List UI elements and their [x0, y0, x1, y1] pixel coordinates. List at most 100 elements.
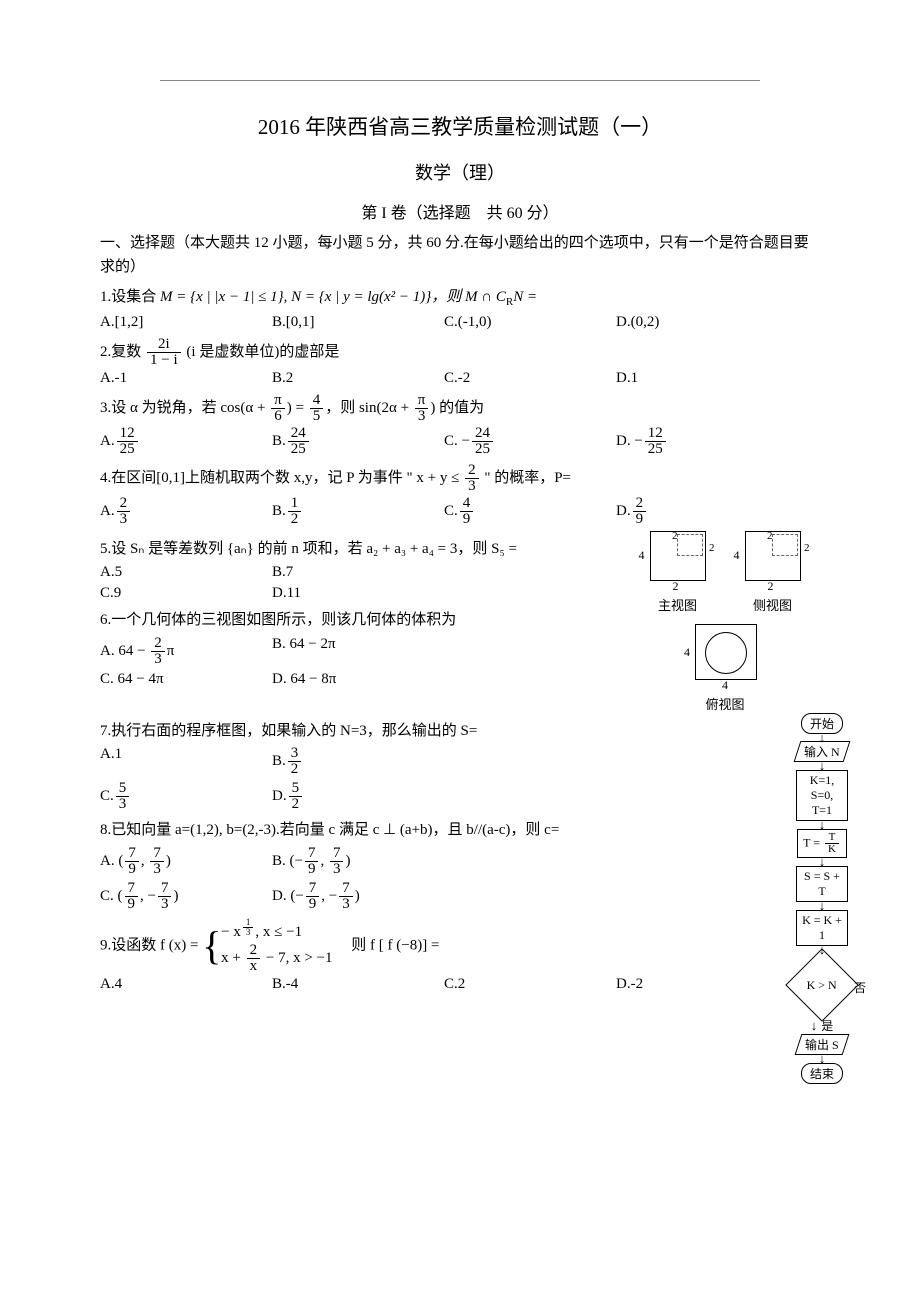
q7-q9-row: 7.执行右面的程序框图，如果输入的 N=3，那么输出的 S= A.1 B.32 …: [100, 713, 820, 1085]
q5-options-1: A.5 B.7: [100, 564, 630, 581]
exam-page: 2016 年陕西省高三教学质量检测试题（一） 数学（理） 第 I 卷（选择题 共…: [0, 0, 920, 1124]
q4-D: D.29: [616, 496, 788, 527]
q9-stem: 9.设函数 f (x) = { − x13, x ≤ −1 x + 2x − 7…: [100, 918, 788, 974]
exam-subtitle: 数学（理）: [100, 159, 820, 185]
q6-C: C. 64 − 4π: [100, 671, 272, 688]
fc-decision-wrap: K > N 否: [796, 959, 848, 1011]
q6-A: A. 64 − 23π: [100, 636, 272, 667]
q3-f2: 45: [310, 393, 324, 424]
q6-options-2: C. 64 − 4π D. 64 − 8π: [100, 671, 630, 688]
fc-no-label: 否: [854, 979, 866, 996]
q3-f1: π6: [271, 393, 285, 424]
q9-D: D.-2: [616, 976, 788, 993]
q9-A: A.4: [100, 976, 272, 993]
q4-post: " 的概率，P=: [481, 470, 571, 486]
q8-options-1: A. (79, 73) B. (−79, 73): [100, 846, 788, 877]
q6-B: B. 64 − 2π: [272, 636, 444, 667]
fc-end: 结束: [801, 1063, 843, 1084]
q3-D: D. −1225: [616, 426, 788, 457]
arrow-down-icon: ↓: [796, 821, 848, 829]
q2-options: A.-1 B.2 C.-2 D.1: [100, 370, 820, 387]
q3-pre: 3.设 α 为锐角，若 cos(α +: [100, 400, 269, 416]
three-views-figure: 4 2 2 2 主视图 4 2 2 2 侧视图: [630, 531, 820, 713]
fc-step3: K = K + 1: [796, 910, 848, 946]
q5-options-2: C.9 D.11: [100, 585, 630, 602]
q5-A: A.5: [100, 564, 272, 581]
q6-options-1: A. 64 − 23π B. 64 − 2π: [100, 636, 630, 667]
q9-post: 则 f [ f (−8)] =: [336, 937, 439, 953]
q2-C: C.-2: [444, 370, 616, 387]
q3-options: A.1225 B.2425 C. −2425 D. −1225: [100, 426, 820, 457]
q9-C: C.2: [444, 976, 616, 993]
fc-decision: K > N: [785, 949, 859, 1023]
q4-C: C.49: [444, 496, 616, 527]
q2-A: A.-1: [100, 370, 272, 387]
fc-step2: S = S + T: [796, 866, 848, 902]
q3-B: B.2425: [272, 426, 444, 457]
q2-post: (i 是虚数单位)的虚部是: [186, 344, 339, 360]
q3-post: ) 的值为: [430, 400, 484, 416]
q8-C: C. (79, −73): [100, 881, 272, 912]
q6-stem: 6.一个几何体的三视图如图所示，则该几何体的体积为: [100, 608, 630, 634]
q2-frac: 2i1 − i: [147, 337, 181, 368]
q7-B: B.32: [272, 746, 444, 777]
q1-A: A.[1,2]: [100, 314, 272, 331]
fc-init: K=1, S=0, T=1: [796, 770, 848, 821]
top-view: 4 4 俯视图: [695, 618, 755, 713]
q6-D: D. 64 − 8π: [272, 671, 444, 688]
section-label: 第 I 卷（选择题 共 60 分）: [100, 199, 820, 223]
q1-D: D.(0,2): [616, 314, 788, 331]
q2-B: B.2: [272, 370, 444, 387]
q9-B: B.-4: [272, 976, 444, 993]
flowchart-figure: 开始 ↓ 输入 N ↓ K=1, S=0, T=1 ↓ T = TK ↓ S =…: [796, 713, 848, 1085]
q8-stem: 8.已知向量 a=(1,2), b=(2,-3).若向量 c 满足 c ⊥ (a…: [100, 818, 788, 844]
q5-D: D.11: [272, 585, 444, 602]
q3-C: C. −2425: [444, 426, 616, 457]
fc-output: 输出 S: [795, 1034, 850, 1055]
q2-pre: 2.复数: [100, 344, 145, 360]
q7-D: D.52: [272, 781, 444, 812]
q7-options-1: A.1 B.32: [100, 746, 788, 777]
exam-title: 2016 年陕西省高三教学质量检测试题（一）: [100, 111, 820, 141]
q9-options: A.4 B.-4 C.2 D.-2: [100, 976, 788, 993]
q1-math: M = {x | |x − 1| ≤ 1}, N = {x | y = lg(x…: [160, 289, 506, 305]
arrow-down-icon: ↓: [796, 1055, 848, 1063]
section-intro: 一、选择题（本大题共 12 小题，每小题 5 分，共 60 分.在每小题给出的四…: [100, 231, 820, 279]
q7-C: C.53: [100, 781, 272, 812]
q3-f3: π3: [415, 393, 429, 424]
q7-A: A.1: [100, 746, 272, 777]
q8-options-2: C. (79, −73) D. (−79, −73): [100, 881, 788, 912]
q4-frac: 23: [465, 463, 479, 494]
q3-m1: ) =: [287, 400, 308, 416]
q4-pre: 4.在区间[0,1]上随机取两个数 x,y，记 P 为事件 " x + y ≤: [100, 470, 463, 486]
q9-pre: 9.设函数 f (x) =: [100, 937, 202, 953]
q5-q6-row: 5.设 Sₙ 是等差数列 {aₙ} 的前 n 项和，若 a₂ + a₃ + a₄…: [100, 531, 820, 713]
q1-post: N =: [513, 289, 537, 305]
q2-stem: 2.复数 2i1 − i (i 是虚数单位)的虚部是: [100, 337, 820, 368]
arrow-down-icon: ↓: [796, 858, 848, 866]
q1-B: B.[0,1]: [272, 314, 444, 331]
q1-pre: 1.设集合: [100, 289, 160, 305]
q5-stem: 5.设 Sₙ 是等差数列 {aₙ} 的前 n 项和，若 a₂ + a₃ + a₄…: [100, 537, 630, 563]
q3-stem: 3.设 α 为锐角，若 cos(α + π6) = 45，则 sin(2α + …: [100, 393, 820, 424]
q3-m2: ，则 sin(2α +: [325, 400, 413, 416]
q1-C: C.(-1,0): [444, 314, 616, 331]
arrow-down-icon: ↓: [796, 902, 848, 910]
q4-B: B.12: [272, 496, 444, 527]
brace-icon: {: [202, 928, 221, 964]
q8-B: B. (−79, 73): [272, 846, 444, 877]
q8-D: D. (−79, −73): [272, 881, 444, 912]
q4-stem: 4.在区间[0,1]上随机取两个数 x,y，记 P 为事件 " x + y ≤ …: [100, 463, 820, 494]
fc-input: 输入 N: [794, 741, 850, 762]
q7-stem: 7.执行右面的程序框图，如果输入的 N=3，那么输出的 S=: [100, 719, 788, 745]
arrow-down-icon: ↓: [796, 762, 848, 770]
q9-piecewise: − x13, x ≤ −1 x + 2x − 7, x > −1: [221, 918, 332, 974]
q7-options-2: C.53 D.52: [100, 781, 788, 812]
q2-D: D.1: [616, 370, 788, 387]
q4-A: A.23: [100, 496, 272, 527]
top-rule: [160, 80, 760, 81]
q3-A: A.1225: [100, 426, 272, 457]
q8-A: A. (79, 73): [100, 846, 272, 877]
q1-options: A.[1,2] B.[0,1] C.(-1,0) D.(0,2): [100, 314, 820, 331]
front-view: 4 2 2 2 主视图: [648, 531, 708, 614]
